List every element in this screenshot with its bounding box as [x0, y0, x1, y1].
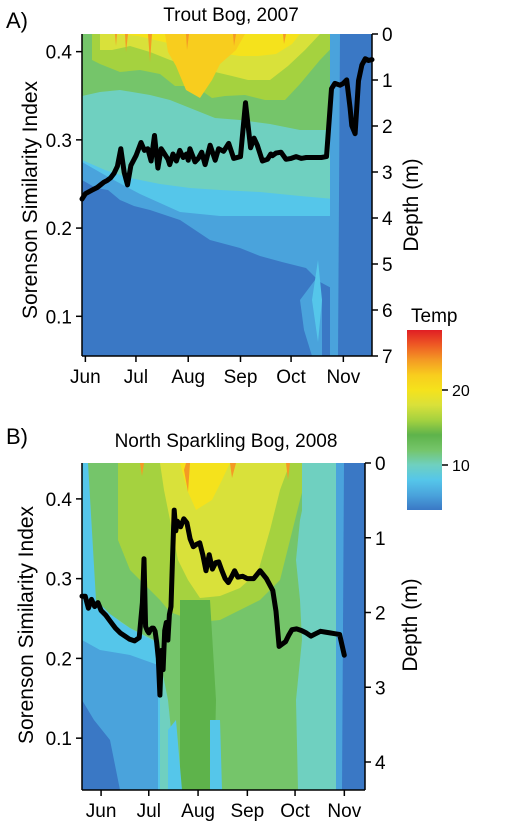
panel-a-letter: A) [6, 8, 28, 33]
x-tick-label: Nov [327, 801, 361, 822]
panel-a-heatmap [82, 34, 372, 356]
depth-tick-label: 0 [382, 25, 393, 46]
y-tick-label: 0.2 [46, 649, 72, 670]
depth-tick-label: 3 [382, 163, 393, 184]
depth-tick-label: 5 [382, 255, 393, 276]
panel-b-x-ticks: Jun Jul Aug Sep Oct Nov [86, 790, 362, 822]
legend-tick-label: 10 [452, 458, 470, 475]
depth-tick-label: 0 [375, 454, 386, 475]
panel-b-letter: B) [6, 424, 28, 449]
x-tick-label: Jun [70, 367, 101, 388]
x-tick-label: Jul [137, 801, 161, 822]
y-tick-label: 0.2 [46, 219, 72, 240]
panel-a-title: Trout Bog, 2007 [163, 5, 299, 26]
y-tick-label: 0.3 [46, 570, 72, 591]
panel-a-axes [81, 34, 373, 357]
panel-a-x-ticks: Jun Jul Aug Sep Oct Nov [70, 356, 361, 388]
depth-tick-label: 2 [375, 604, 386, 625]
depth-tick-label: 2 [382, 117, 393, 138]
panel-a-similarity-line [79, 56, 375, 202]
y-tick-label: 0.1 [46, 307, 72, 328]
x-tick-label: Oct [280, 801, 310, 822]
y-tick-label: 0.4 [46, 43, 73, 64]
panel-b-axes [81, 463, 366, 791]
panel-b-title: North Sparkling Bog, 2008 [115, 431, 338, 452]
x-tick-label: Aug [171, 367, 205, 388]
panel-b-y-ticks: 0.1 0.2 0.3 0.4 [46, 490, 82, 750]
x-tick-label: Sep [224, 367, 258, 388]
x-tick-label: Jul [124, 367, 148, 388]
depth-tick-label: 1 [382, 71, 393, 92]
panel-b: B) North Sparkling Bog, 2008 [6, 424, 422, 822]
panel-a-y-axis-label: Sorenson Similarity Index [19, 80, 42, 319]
x-tick-label: Sep [230, 801, 264, 822]
y-tick-label: 0.1 [46, 729, 72, 750]
panel-a: A) Trout Bog, 2007 [6, 5, 423, 388]
y-tick-label: 0.4 [46, 490, 73, 511]
y-tick-label: 0.3 [46, 131, 72, 152]
panel-b-depth-axis-label: Depth (m) [399, 578, 422, 671]
panel-b-similarity-line [79, 507, 347, 698]
depth-tick-label: 7 [382, 347, 393, 368]
depth-tick-label: 4 [375, 753, 386, 774]
panel-b-heatmap [82, 463, 365, 790]
panel-a-y-ticks: 0.1 0.2 0.3 0.4 [46, 43, 82, 328]
legend-colorbar [407, 330, 442, 510]
depth-tick-label: 4 [382, 209, 393, 230]
legend-title: Temp [411, 306, 457, 327]
panel-b-depth-ticks: 0 1 2 3 4 [365, 454, 386, 774]
panel-a-depth-axis-label: Depth (m) [400, 158, 423, 251]
depth-tick-label: 3 [375, 678, 386, 699]
x-tick-label: Nov [326, 367, 360, 388]
x-tick-label: Jun [86, 801, 117, 822]
panel-a-depth-ticks: 0 1 2 3 4 5 6 7 [372, 25, 393, 368]
depth-tick-label: 6 [382, 301, 393, 322]
x-tick-label: Oct [276, 367, 306, 388]
x-tick-label: Aug [181, 801, 215, 822]
depth-tick-label: 1 [375, 529, 386, 550]
legend-tick-label: 20 [452, 383, 470, 400]
panel-b-y-axis-label: Sorenson Similarity Index [15, 505, 38, 744]
